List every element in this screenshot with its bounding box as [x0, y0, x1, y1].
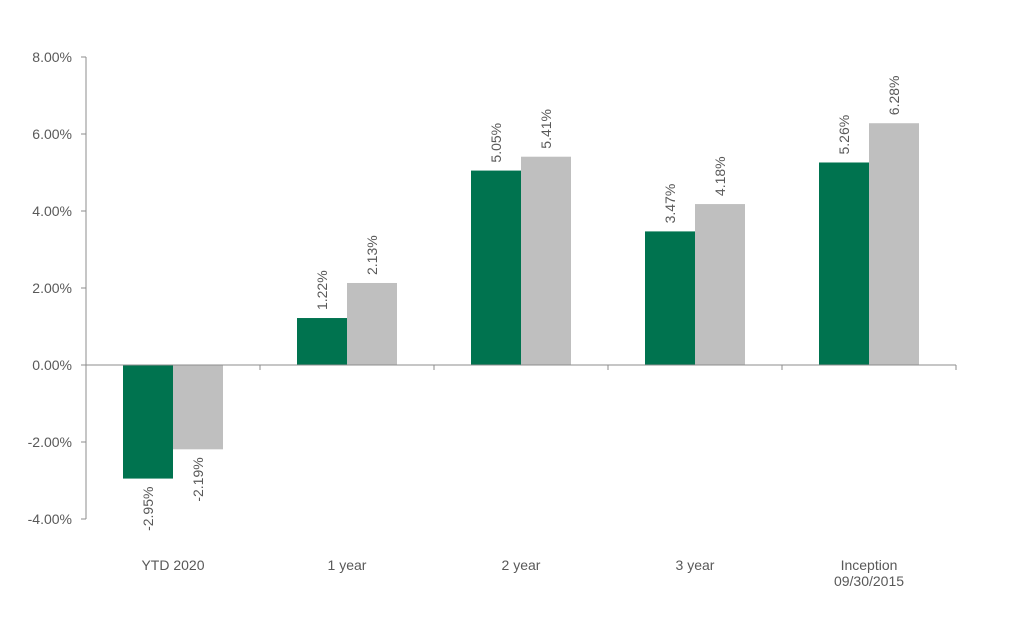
- x-category-label: 3 year: [676, 557, 715, 573]
- y-tick-label: -2.00%: [28, 434, 72, 450]
- x-category-label: 09/30/2015: [834, 573, 904, 589]
- bar-data-label: 5.26%: [836, 115, 852, 155]
- y-tick-label: 4.00%: [32, 203, 72, 219]
- bar-series-2: [695, 204, 745, 365]
- bar-data-label: 5.05%: [488, 123, 504, 163]
- y-tick-label: 8.00%: [32, 49, 72, 65]
- bar-data-label: 3.47%: [662, 184, 678, 224]
- x-category-label: Inception: [841, 557, 898, 573]
- y-tick-label: 0.00%: [32, 357, 72, 373]
- y-axis: -4.00% -2.00% 0.00% 2.00% 4.00% 6.00% 8.00%: [28, 49, 86, 527]
- bar-data-label: 4.18%: [712, 156, 728, 196]
- bar-series-2: [173, 365, 223, 450]
- x-category-label: YTD 2020: [141, 557, 204, 573]
- x-axis: YTD 2020 1 year 2 year 3 year Inception09/30…: [85, 365, 957, 589]
- bar-data-label: 1.22%: [314, 270, 330, 310]
- bar-series-2: [521, 156, 571, 365]
- bar-series-1: [645, 231, 695, 365]
- bar-series-1: [297, 318, 347, 365]
- x-category-label: 2 year: [502, 557, 541, 573]
- bar-data-label: -2.95%: [140, 487, 156, 531]
- bar-series-1: [471, 170, 521, 365]
- x-category-label: 1 year: [328, 557, 367, 573]
- y-tick-label: 6.00%: [32, 126, 72, 142]
- bar-series-2: [347, 282, 397, 365]
- bar-data-label: 2.13%: [364, 235, 380, 275]
- data-labels: -2.95% -2.19% 1.22% 2.13% 5.05% 5.41% 3.47% 4.1…: [140, 76, 902, 531]
- bar-series-2: [869, 123, 919, 365]
- bars: [123, 123, 919, 479]
- bar-series-1: [123, 365, 173, 479]
- y-tick-label: -4.00%: [28, 511, 72, 527]
- bar-data-label: 5.41%: [538, 109, 554, 149]
- bar-data-label: -2.19%: [190, 457, 206, 501]
- y-tick-label: 2.00%: [32, 280, 72, 296]
- bar-data-label: 6.28%: [886, 76, 902, 116]
- bar-series-1: [819, 162, 869, 365]
